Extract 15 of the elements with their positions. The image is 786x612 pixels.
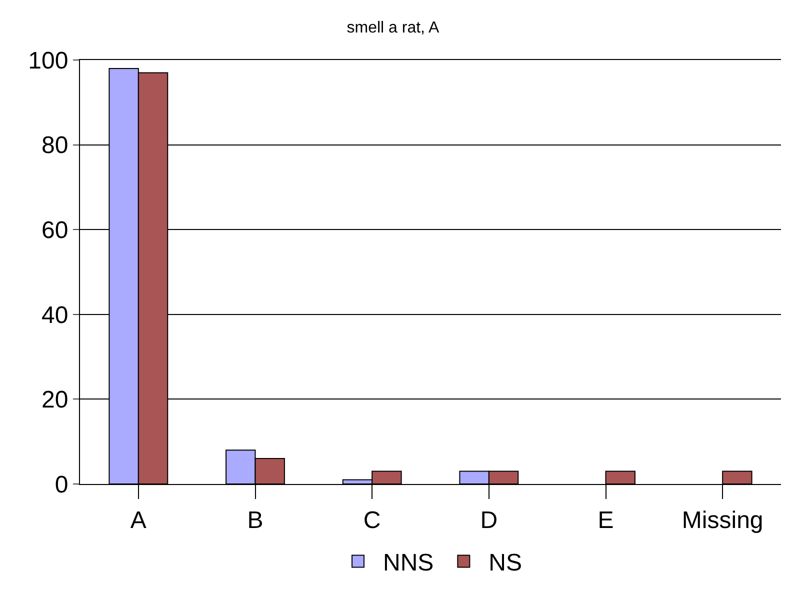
x-tick-label: E: [598, 506, 614, 534]
chart-title: smell a rat, A: [346, 20, 440, 37]
legend-label: NS: [488, 550, 522, 577]
x-tick-label: A: [130, 506, 146, 534]
x-tick-label: Missing: [682, 506, 764, 534]
y-tick-label: 60: [41, 217, 68, 244]
legend-label: NNS: [383, 550, 434, 577]
x-tick-label: D: [480, 506, 498, 534]
x-tick-label: C: [363, 506, 381, 534]
y-tick-label: 100: [28, 47, 68, 74]
y-tick-label: 20: [41, 386, 68, 414]
y-tick-label: 40: [41, 302, 68, 329]
y-tick-label: 80: [41, 132, 68, 160]
x-tick-label: B: [247, 506, 264, 534]
y-tick-label: 0: [54, 471, 68, 498]
